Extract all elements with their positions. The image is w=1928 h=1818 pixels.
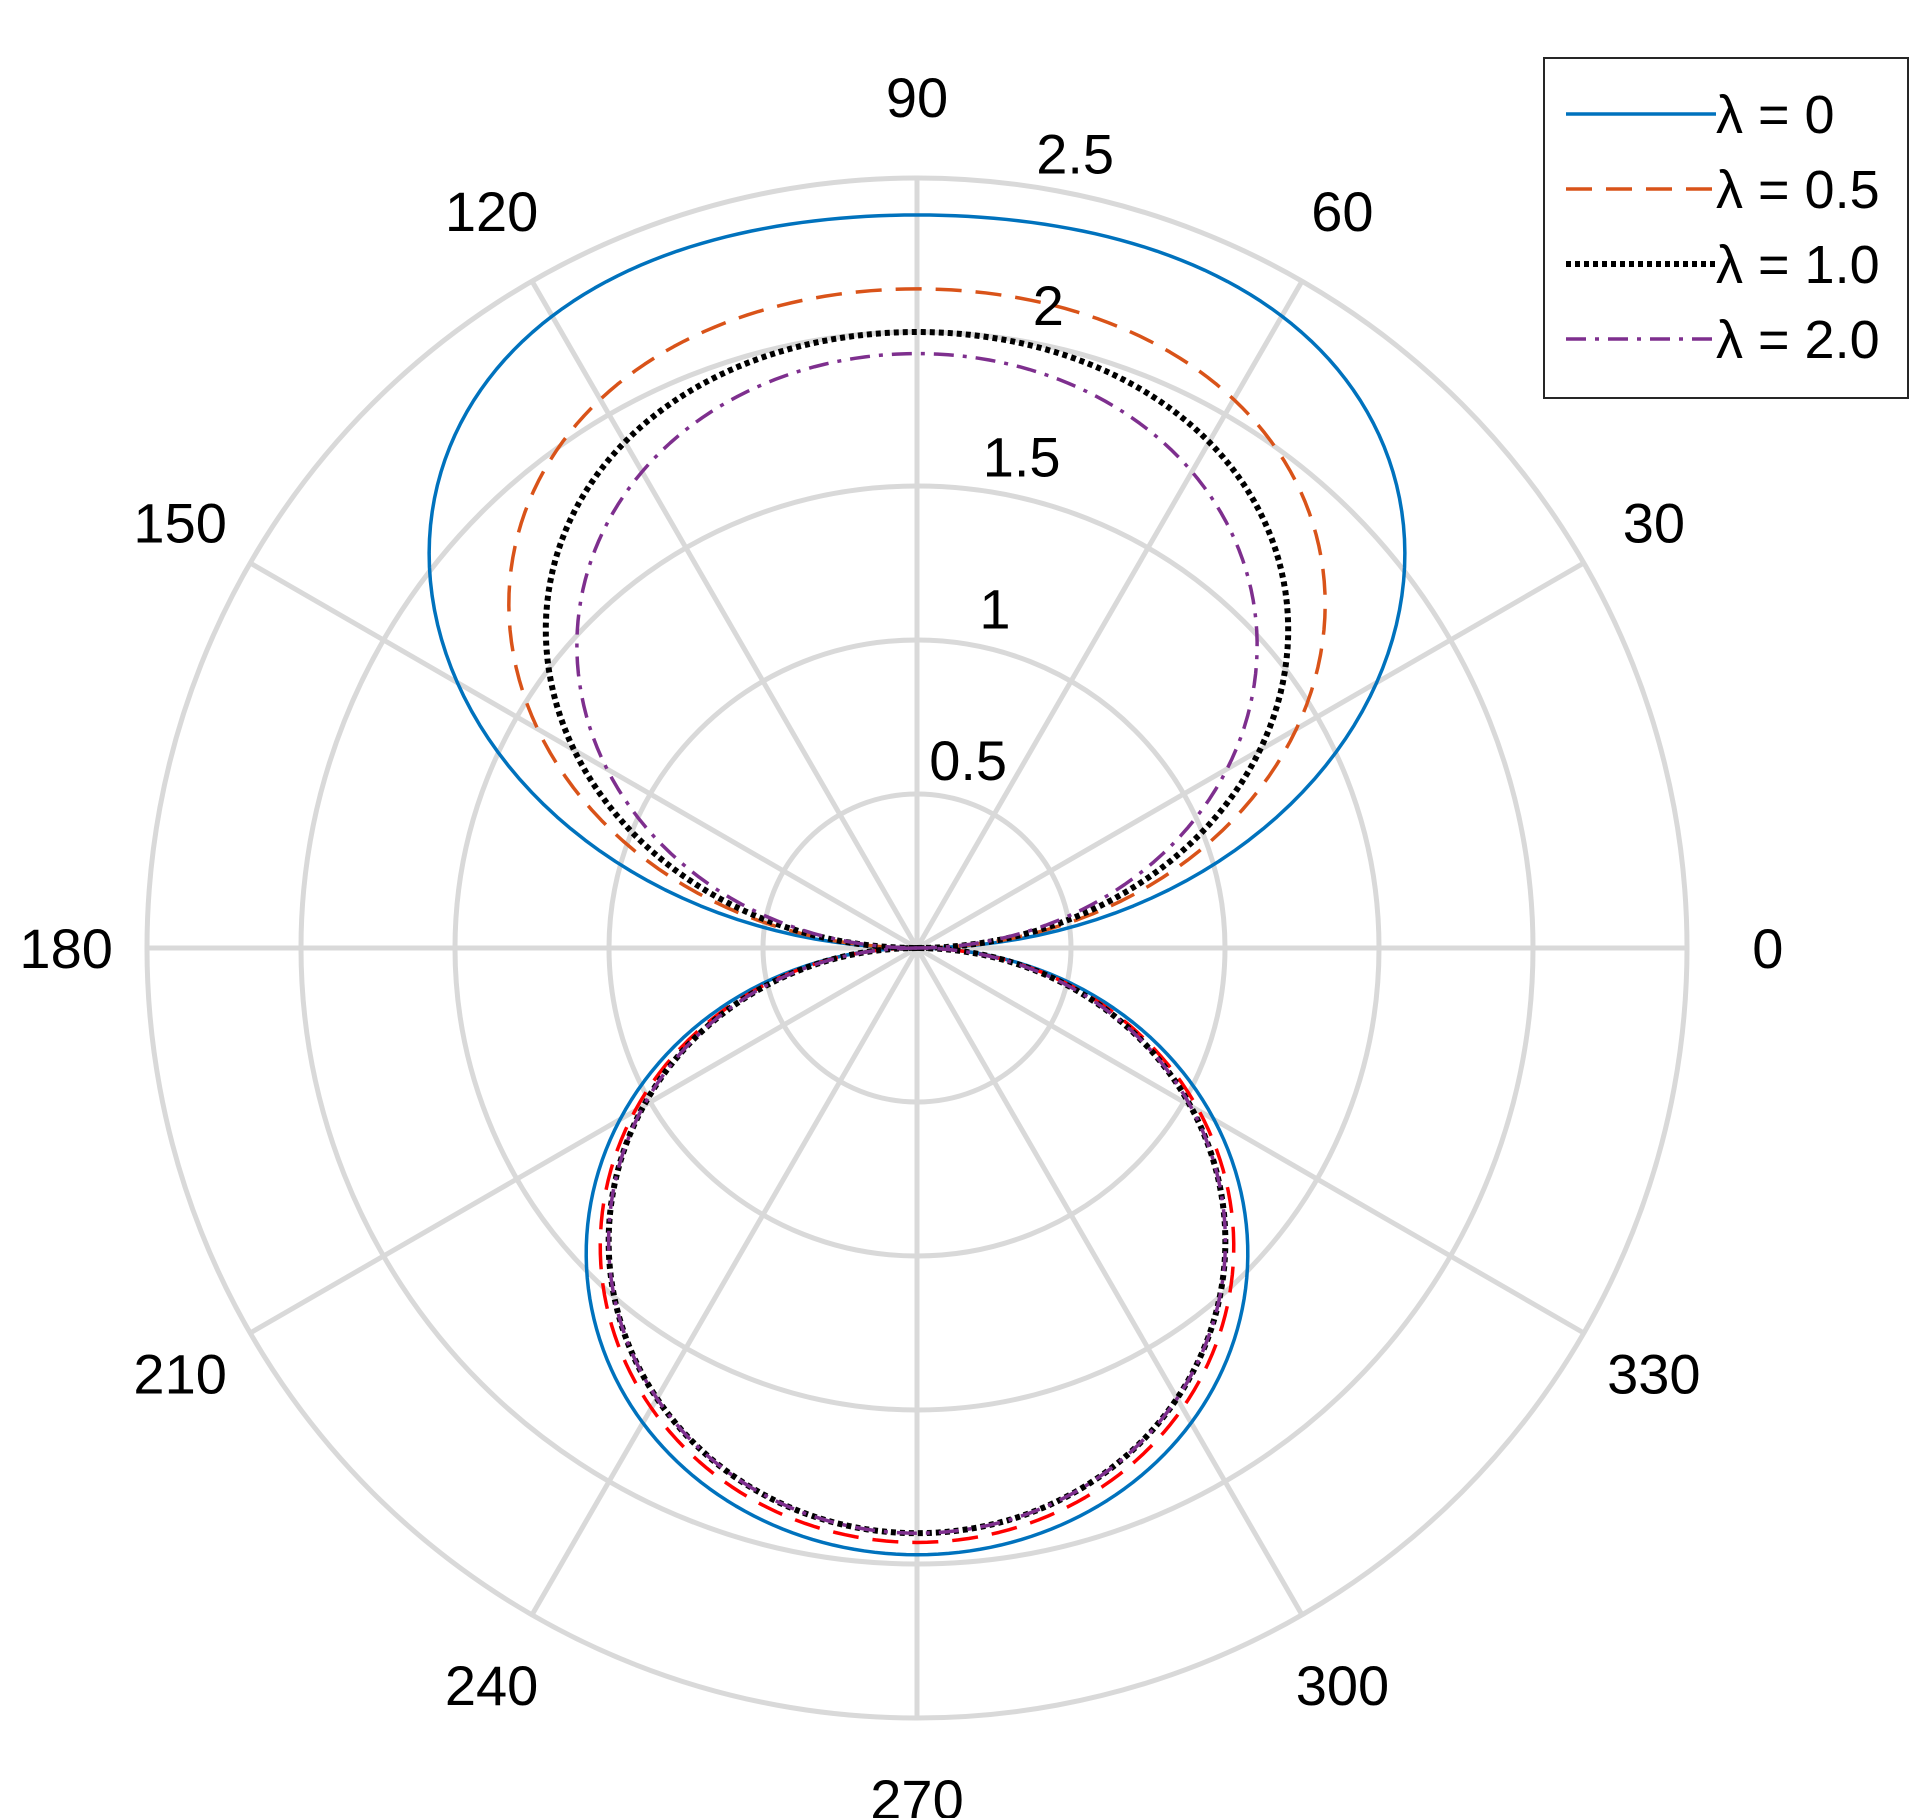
- angle-tick-label: 120: [445, 180, 538, 243]
- series-group: [427, 213, 1407, 1557]
- series-line-2-upper: [542, 329, 1292, 951]
- angle-tick-label: 150: [133, 492, 226, 555]
- grid-spoke-240: [529, 946, 920, 1617]
- angle-tick-label: 240: [445, 1654, 538, 1717]
- grid-spoke-120: [529, 279, 920, 950]
- angle-tick-label: 270: [870, 1768, 963, 1818]
- grid-spoke-210: [248, 945, 919, 1336]
- legend-label-1: λ = 0.5: [1716, 160, 1880, 220]
- angle-tick-label: 330: [1607, 1342, 1700, 1405]
- angle-tick-label: 30: [1623, 492, 1685, 555]
- angle-tick-label: 300: [1296, 1654, 1389, 1717]
- legend-label-2: λ = 1.0: [1716, 235, 1880, 295]
- grid-spoke-30: [915, 560, 1586, 951]
- grid-spoke-300: [914, 946, 1305, 1617]
- grid-spoke-60: [914, 279, 1305, 950]
- radial-tick-label: 0.5: [929, 729, 1007, 792]
- radial-tick-label: 1.5: [983, 426, 1061, 489]
- series-line-1-upper: [507, 287, 1327, 950]
- radial-tick-label: 2: [1033, 274, 1064, 337]
- series-line-1-lower: [598, 946, 1236, 1545]
- series-line-3-lower: [606, 946, 1228, 1535]
- angle-tick-label: 210: [133, 1342, 226, 1405]
- tick-labels: 0 30 60 90 120 150 180 210 240 270 300 330 0.5 1 1.5 2 2…: [19, 66, 1783, 1818]
- angle-tick-label: 0: [1752, 917, 1783, 980]
- legend: λ = 0 λ = 0.5 λ = 1.0 λ = 2.0: [1543, 57, 1909, 399]
- polar-grid: [144, 175, 1690, 1721]
- series-line-0-upper: [427, 213, 1407, 950]
- angle-tick-label: 180: [19, 917, 112, 980]
- angle-tick-label: 90: [886, 66, 948, 129]
- legend-label-3: λ = 2.0: [1716, 310, 1880, 370]
- legend-label-0: λ = 0: [1716, 85, 1835, 145]
- series-line-0-lower: [584, 946, 1250, 1557]
- angle-tick-label: 60: [1311, 180, 1373, 243]
- grid-spoke-150: [248, 560, 919, 951]
- radial-tick-label: 2.5: [1036, 122, 1114, 185]
- grid-spoke-330: [915, 945, 1586, 1336]
- radial-tick-label: 1: [979, 577, 1010, 640]
